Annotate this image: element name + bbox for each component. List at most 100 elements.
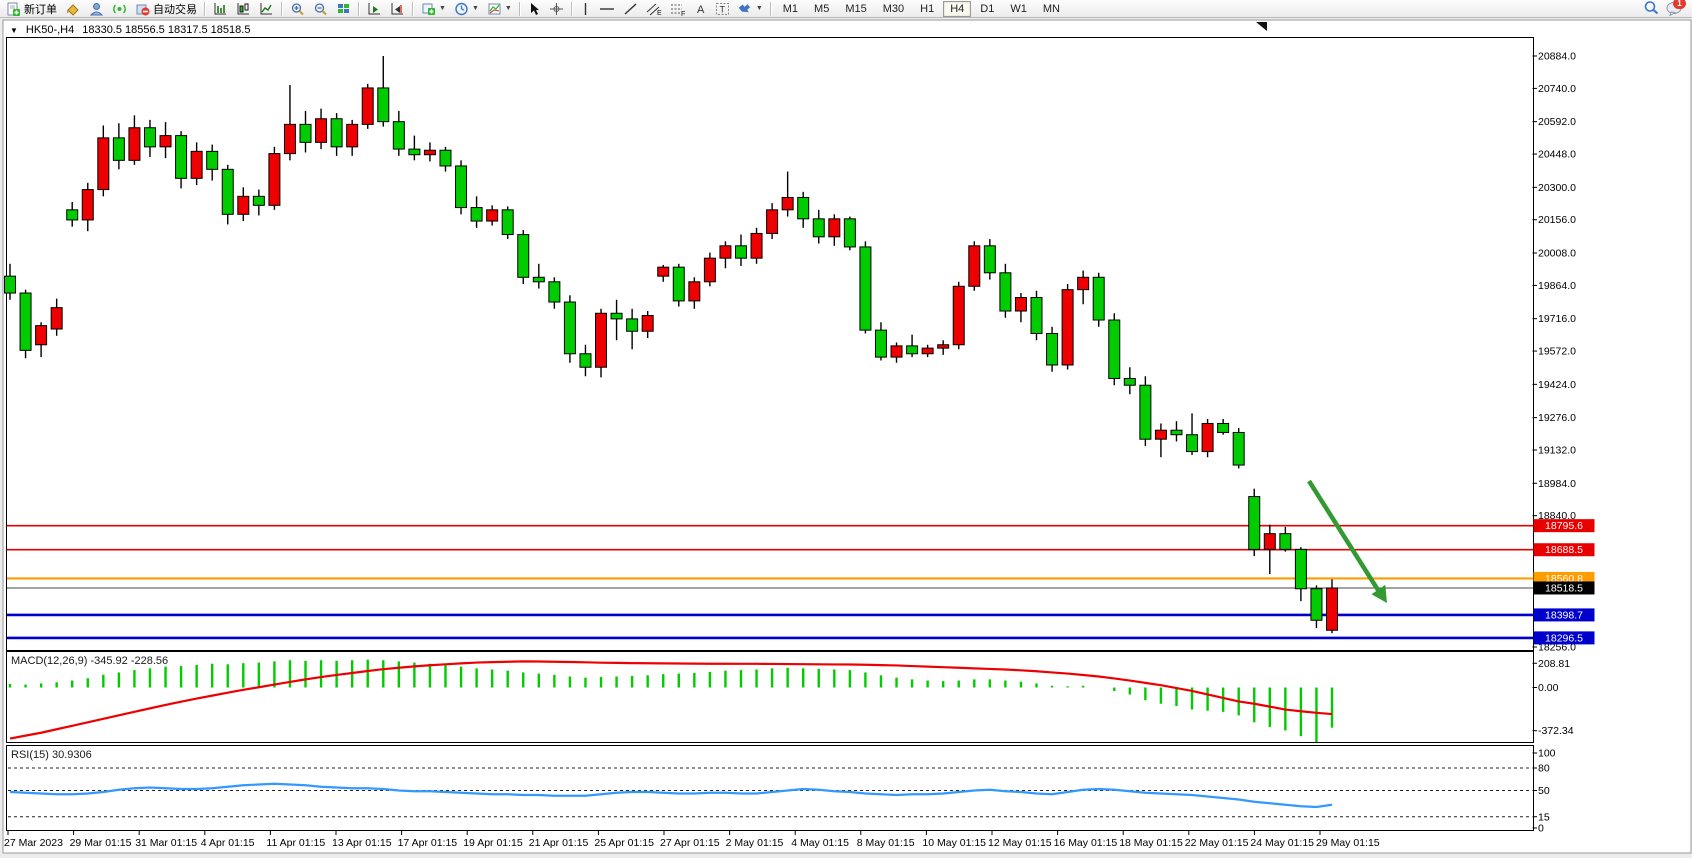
- new-order-icon: [6, 2, 21, 16]
- candle-body: [517, 234, 530, 278]
- label-tool-button[interactable]: T: [711, 1, 734, 17]
- period-button[interactable]: ▼: [450, 1, 483, 17]
- candle-body: [595, 312, 608, 368]
- line-chart-mode-button[interactable]: [255, 1, 278, 17]
- fibonacci-tool-button[interactable]: F: [666, 1, 690, 17]
- autotrade-button[interactable]: 自动交易: [131, 1, 201, 17]
- text-tool-button[interactable]: A: [690, 1, 711, 17]
- candle-body: [392, 121, 405, 150]
- signal-button[interactable]: [108, 1, 131, 17]
- price-tick-label: 19864.0: [1538, 280, 1576, 292]
- chart-window[interactable]: 20884.0 20740.0 20592.0 20448.0 20300.0 20156…: [0, 18, 1692, 858]
- candle-body: [299, 123, 312, 143]
- vertical-line-icon: [580, 2, 591, 16]
- profile-button[interactable]: [85, 1, 108, 17]
- candle-body: [859, 246, 872, 331]
- tile-windows-button[interactable]: [332, 1, 355, 17]
- cursor-tool-button[interactable]: [524, 1, 545, 17]
- rsi-tick-label: 50: [1538, 785, 1550, 797]
- zoom-out-button[interactable]: [309, 1, 332, 17]
- new-order-button[interactable]: 新订单: [2, 1, 61, 17]
- candle-chart-icon: [236, 2, 251, 16]
- timeframe-button-m15[interactable]: M15: [845, 2, 867, 15]
- timeframe-button-w1[interactable]: W1: [1010, 2, 1027, 15]
- time-tick-label: 4 May 01:15: [791, 837, 849, 849]
- candle-body: [377, 87, 390, 123]
- candle-body: [719, 245, 732, 259]
- timeframe-button-m30[interactable]: M30: [882, 2, 905, 15]
- channel-tool-button[interactable]: E: [642, 1, 666, 17]
- vline-tool-button[interactable]: [576, 1, 595, 17]
- candle-body: [906, 345, 919, 355]
- time-tick-label: 29 Mar 01:15: [70, 837, 132, 849]
- candle-body: [66, 209, 79, 221]
- rsi-indicator-label: RSI(15) 30.9306: [11, 749, 92, 761]
- shapes-tool-button[interactable]: ▼: [734, 1, 767, 17]
- candle-body: [423, 149, 436, 156]
- price-badge: [1533, 631, 1595, 645]
- bar-chart-mode-button[interactable]: [209, 1, 232, 17]
- trendline-icon: [623, 2, 638, 16]
- time-tick-label: 19 Apr 01:15: [463, 837, 523, 849]
- chart-dropdown-icon[interactable]: ▼: [10, 25, 18, 35]
- timeframe-button-m5[interactable]: M5: [814, 2, 830, 15]
- dropdown-caret-icon: ▼: [504, 5, 512, 12]
- time-tick-label: 25 Apr 01:15: [594, 837, 654, 849]
- text-icon: A: [694, 2, 707, 16]
- notification-count-badge: 1: [1673, 0, 1686, 9]
- macd-signal-line: [9, 660, 1333, 740]
- zoom-in-button[interactable]: [286, 1, 309, 17]
- macd-axis: 208.81 0.00 -372.34: [1532, 658, 1574, 737]
- price-badge: [1533, 519, 1595, 533]
- candle-body: [237, 195, 250, 215]
- candle-body: [734, 245, 747, 259]
- toolbar-separator: [518, 1, 521, 16]
- indicators-button[interactable]: ▼: [417, 1, 450, 17]
- chart-ohlc-values: 18330.5 18556.5 18317.5 18518.5: [82, 24, 251, 36]
- autoscroll-button[interactable]: [363, 1, 386, 17]
- template-button[interactable]: ▼: [483, 1, 516, 17]
- candles-layer: [4, 56, 1339, 634]
- price-tick-label: 18256.0: [1538, 642, 1576, 654]
- timeframe-button-h4[interactable]: H4: [943, 0, 972, 17]
- time-tick-label: 4 Apr 01:15: [201, 837, 255, 849]
- toolbar-separator: [358, 1, 360, 16]
- candle-body: [346, 123, 359, 148]
- candle-body: [252, 195, 265, 206]
- candle-body: [1092, 276, 1105, 321]
- candle-body: [19, 292, 32, 351]
- trendline-tool-button[interactable]: [619, 1, 642, 17]
- paint-bucket-icon: [65, 2, 81, 16]
- macd-tick-label: 208.81: [1538, 658, 1570, 670]
- crosshair-tool-button[interactable]: [545, 1, 568, 17]
- price-badge: [1533, 543, 1595, 557]
- candle-body: [1248, 496, 1261, 550]
- time-tick-label: 27 Mar 2023: [4, 837, 63, 849]
- price-tick-label: 19276.0: [1538, 412, 1576, 424]
- notifications-button[interactable]: 1: [1666, 0, 1686, 17]
- candle-body: [999, 272, 1012, 312]
- candle-body: [1046, 333, 1059, 366]
- timeframe-button-h1[interactable]: H1: [920, 2, 935, 15]
- indicators-icon: [421, 2, 436, 16]
- candle-body: [750, 232, 763, 259]
- tile-windows-icon: [336, 2, 351, 16]
- timeframe-button-d1[interactable]: D1: [980, 2, 995, 15]
- rsi-tick-label: 80: [1538, 763, 1550, 775]
- chart-shift-button[interactable]: [386, 1, 409, 17]
- candle-body: [921, 347, 934, 355]
- styler-button[interactable]: [61, 1, 85, 17]
- candle-body: [1030, 297, 1043, 335]
- timeframe-button-mn[interactable]: MN: [1042, 2, 1060, 15]
- time-tick-label: 8 May 01:15: [857, 837, 915, 849]
- main-price-panel: [6, 37, 1534, 651]
- timeframe-button-m1[interactable]: M1: [782, 2, 799, 15]
- svg-text:E: E: [657, 10, 662, 16]
- price-tick-label: 19132.0: [1538, 445, 1576, 457]
- hline-tool-button[interactable]: [595, 1, 619, 17]
- candle-body: [579, 353, 592, 368]
- search-icon[interactable]: [1643, 0, 1660, 18]
- trend-arrow: [1307, 479, 1387, 603]
- candle-body: [50, 307, 63, 330]
- candle-chart-mode-button[interactable]: [232, 1, 255, 17]
